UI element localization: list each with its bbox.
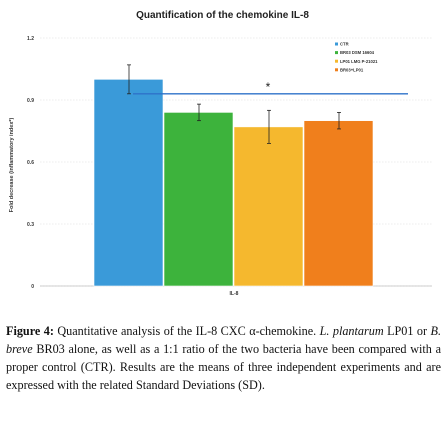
bar-3 (233, 126, 304, 287)
bar-1 (93, 79, 164, 287)
legend-label: CTR (340, 42, 349, 47)
legend-label: LP01 LMG P-21021 (340, 59, 378, 64)
legend-swatch (335, 42, 338, 46)
caption-text-4: BR03 alone, as well as a 1:1 ratio of th… (6, 342, 441, 392)
y-tick-label: 0.3 (27, 222, 34, 228)
y-tick-label: 1.2 (27, 36, 34, 42)
caption-text-3: LP01 or (383, 324, 431, 338)
legend-swatch (335, 51, 338, 55)
legend-label: BR03+LP01 (340, 67, 364, 72)
significance-asterisk: * (266, 80, 271, 94)
caption-species-1: L. plantarum (319, 324, 384, 338)
caption-text-1: Quantitative analysis of the IL-8 CXC (53, 324, 250, 338)
legend-label: BR03 DSM 16604 (340, 50, 375, 55)
y-tick-label: 0.9 (27, 98, 34, 104)
figure-caption: Figure 4: Quantitative analysis of the I… (6, 322, 441, 394)
legend-swatch (335, 68, 338, 72)
caption-text-2: -chemokine. (255, 324, 320, 338)
legend-swatch (335, 59, 338, 63)
chart-plot: 0 0.3 0.6 0.9 1.2 IL-8 * CTR BR03 DSM 16604 LP01 … (27, 36, 432, 297)
caption-figure-label: Figure 4: (6, 324, 54, 338)
caption-alpha-symbol: α (249, 324, 256, 338)
y-tick-label: 0.6 (27, 160, 34, 166)
bar-2 (163, 112, 234, 287)
bar-4 (303, 120, 374, 287)
caption-species-2: B. breve (6, 324, 441, 356)
chart-title: Quantification of the chemokine IL-8 (136, 10, 309, 21)
y-axis-label: Fold decrease (inflammatory index*) (9, 117, 15, 213)
y-tick-label: 0 (31, 284, 34, 290)
x-tick-label: IL-8 (230, 291, 239, 297)
